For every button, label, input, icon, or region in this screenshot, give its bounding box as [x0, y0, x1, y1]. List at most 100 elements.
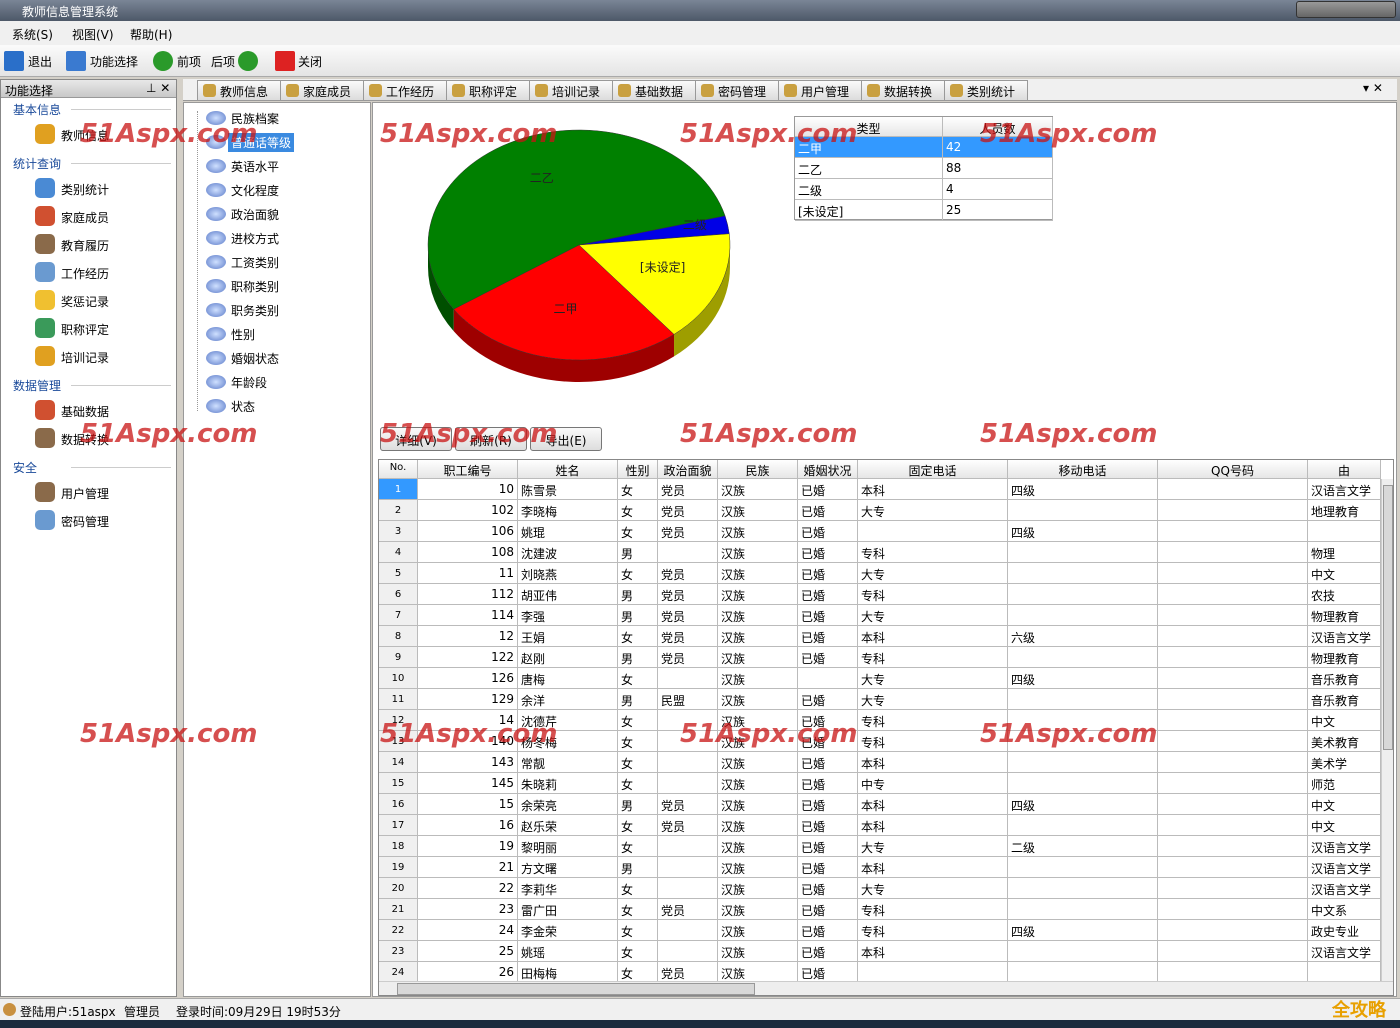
- grid-cell: 汉族: [718, 500, 798, 521]
- tool-label[interactable]: 前项: [177, 55, 202, 69]
- column-header: 性别: [618, 460, 658, 479]
- grid-cell: 已婚: [798, 815, 858, 836]
- nav-item[interactable]: 类别统计: [61, 183, 110, 197]
- tool-icon[interactable]: [66, 51, 86, 71]
- list-item[interactable]: 婚姻状态: [231, 352, 280, 366]
- grid-cell: 女: [618, 500, 658, 521]
- list-item[interactable]: 性别: [231, 328, 256, 342]
- grid-cell: 四级: [1008, 794, 1158, 815]
- list-item[interactable]: 职务类别: [231, 304, 280, 318]
- row-number: 21: [379, 899, 418, 920]
- summary-value: 4: [943, 179, 1053, 200]
- tab[interactable]: 类别统计: [944, 80, 1028, 100]
- menu-item[interactable]: 视图(V): [72, 28, 114, 42]
- button[interactable]: 刷新(R): [455, 427, 527, 451]
- grid-cell: 汉族: [718, 479, 798, 500]
- column-header: 政治面貌: [658, 460, 718, 479]
- v-thumb[interactable]: [1383, 485, 1393, 750]
- tab[interactable]: 职称评定: [446, 80, 530, 100]
- h-scrollbar[interactable]: [379, 981, 1393, 995]
- window-controls[interactable]: [1296, 1, 1396, 18]
- pie-label: [未设定]: [640, 260, 685, 275]
- pin[interactable]: ⊥ ✕: [146, 81, 171, 95]
- grid-cell: [1008, 815, 1158, 836]
- grid-cell: [1158, 920, 1308, 941]
- tab[interactable]: 工作经历: [363, 80, 447, 100]
- list-item[interactable]: 年龄段: [231, 376, 268, 390]
- grid-cell: 汉族: [718, 542, 798, 563]
- nav-item[interactable]: 教师信息: [61, 129, 110, 143]
- tab[interactable]: 密码管理: [695, 80, 779, 100]
- list-item[interactable]: 民族档案: [231, 112, 280, 126]
- tool-label[interactable]: 退出: [28, 55, 53, 69]
- list-item[interactable]: 工资类别: [231, 256, 280, 270]
- nav-item[interactable]: 奖惩记录: [61, 295, 110, 309]
- grid-cell: [1008, 500, 1158, 521]
- tool-icon[interactable]: [238, 51, 258, 71]
- tab[interactable]: 家庭成员: [280, 80, 364, 100]
- grid-cell: 114: [418, 605, 518, 626]
- grid-cell: 李强: [518, 605, 618, 626]
- list-item[interactable]: 状态: [231, 400, 256, 414]
- grid-cell: 已婚: [798, 689, 858, 710]
- menu-item[interactable]: 帮助(H): [130, 28, 173, 42]
- grid-cell: [658, 773, 718, 794]
- grid-cell: [1158, 563, 1308, 584]
- tool-label[interactable]: 功能选择: [90, 55, 139, 69]
- grid-cell: 女: [618, 752, 658, 773]
- tab[interactable]: 基础数据: [612, 80, 696, 100]
- list-item[interactable]: 文化程度: [231, 184, 280, 198]
- tab-icon: [867, 84, 880, 97]
- row-number: 10: [379, 668, 418, 689]
- column-header: 民族: [718, 460, 798, 479]
- grid-cell: [658, 878, 718, 899]
- nav-item[interactable]: 工作经历: [61, 267, 110, 281]
- list-item[interactable]: 进校方式: [231, 232, 280, 246]
- grid-cell: 15: [418, 794, 518, 815]
- nav-separator: [71, 467, 171, 468]
- tool-label[interactable]: 后项: [211, 55, 236, 69]
- tool-icon[interactable]: [275, 51, 295, 71]
- nav-item[interactable]: 家庭成员: [61, 211, 110, 225]
- list-item[interactable]: 普通话等级: [228, 133, 295, 152]
- grid-cell: 男: [618, 647, 658, 668]
- tab[interactable]: 用户管理: [778, 80, 862, 100]
- list-item[interactable]: 英语水平: [231, 160, 280, 174]
- tool-icon[interactable]: [4, 51, 24, 71]
- tool-label[interactable]: 关闭: [298, 55, 323, 69]
- grid-cell: 中文系: [1308, 899, 1381, 920]
- h-thumb[interactable]: [397, 983, 755, 995]
- row-number: 12: [379, 710, 418, 731]
- nav-item[interactable]: 培训记录: [61, 351, 110, 365]
- tab[interactable]: 培训记录: [529, 80, 613, 100]
- grid-cell: 大专: [858, 668, 1008, 689]
- grid-cell: 汉族: [718, 626, 798, 647]
- row-number: 8: [379, 626, 418, 647]
- v-scrollbar[interactable]: [1381, 479, 1393, 981]
- tab-close[interactable]: ▾ ✕: [1363, 81, 1383, 95]
- grid-cell: 党员: [658, 899, 718, 920]
- grid-cell: 李莉华: [518, 878, 618, 899]
- tab[interactable]: 数据转换: [861, 80, 945, 100]
- nav-item[interactable]: 用户管理: [61, 487, 110, 501]
- grid-cell: 本科: [858, 857, 1008, 878]
- nav-icon: [35, 290, 55, 310]
- tab[interactable]: 教师信息: [197, 80, 281, 100]
- grid-cell: 本科: [858, 479, 1008, 500]
- nav-item[interactable]: 教育履历: [61, 239, 110, 253]
- list-item[interactable]: 政治面貌: [231, 208, 280, 222]
- menu-item[interactable]: 系统(S): [12, 28, 53, 42]
- button[interactable]: 详细(V): [380, 427, 452, 451]
- nav-item[interactable]: 密码管理: [61, 515, 110, 529]
- list-icon: [206, 327, 226, 341]
- grid-cell: [1008, 857, 1158, 878]
- nav-item[interactable]: 职称评定: [61, 323, 110, 337]
- nav-item[interactable]: 基础数据: [61, 405, 110, 419]
- tool-icon[interactable]: [153, 51, 173, 71]
- list-item[interactable]: 职称类别: [231, 280, 280, 294]
- nav-item[interactable]: 数据转换: [61, 433, 110, 447]
- grid-cell: [658, 920, 718, 941]
- grid-cell: [1008, 605, 1158, 626]
- button[interactable]: 导出(E): [530, 427, 602, 451]
- list-icon: [206, 159, 226, 173]
